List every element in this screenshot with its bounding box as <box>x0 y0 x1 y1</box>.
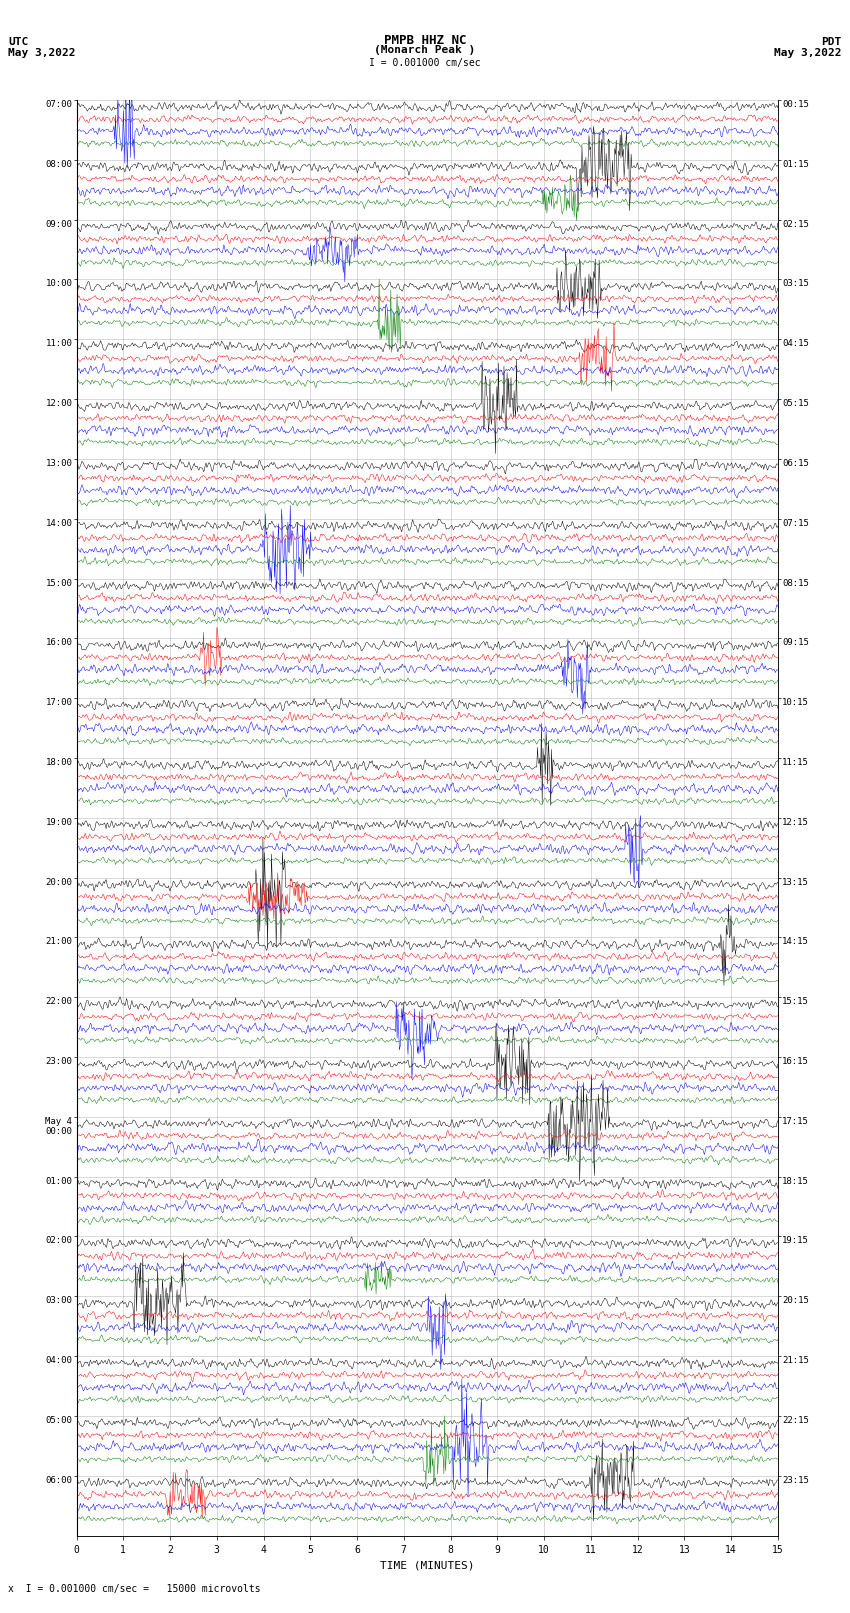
Text: PMPB HHZ NC: PMPB HHZ NC <box>383 34 467 47</box>
Text: UTC: UTC <box>8 37 29 47</box>
Text: May 3,2022: May 3,2022 <box>8 48 76 58</box>
Text: (Monarch Peak ): (Monarch Peak ) <box>374 45 476 55</box>
Text: PDT: PDT <box>821 37 842 47</box>
X-axis label: TIME (MINUTES): TIME (MINUTES) <box>380 1560 474 1569</box>
Text: I = 0.001000 cm/sec: I = 0.001000 cm/sec <box>369 58 481 68</box>
Text: May 3,2022: May 3,2022 <box>774 48 842 58</box>
Text: x  I = 0.001000 cm/sec =   15000 microvolts: x I = 0.001000 cm/sec = 15000 microvolts <box>8 1584 261 1594</box>
